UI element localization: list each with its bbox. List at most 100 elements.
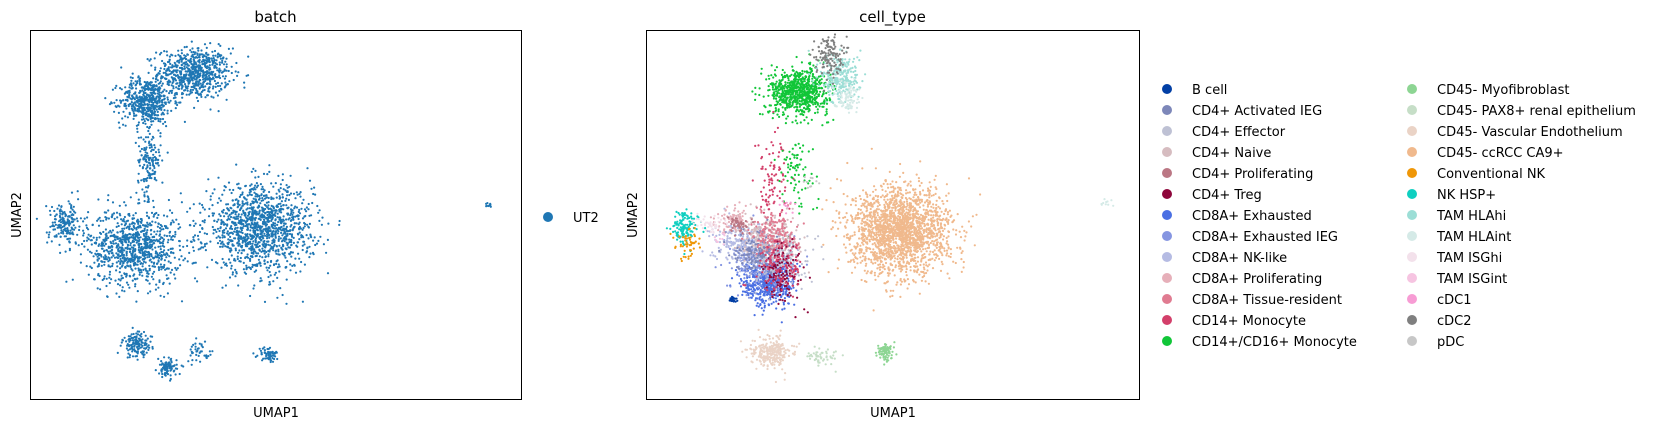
scatter-point: [215, 230, 218, 233]
scatter-point: [193, 224, 196, 227]
scatter-point: [124, 124, 127, 127]
scatter-point: [145, 275, 148, 278]
scatter-point: [130, 105, 133, 108]
scatter-point: [209, 353, 212, 356]
scatter-point: [225, 98, 228, 101]
scatter-point: [276, 216, 279, 219]
scatter-point: [221, 245, 224, 248]
scatter-point: [161, 112, 164, 115]
scatter-point: [112, 254, 115, 257]
scatter-point: [142, 90, 145, 94]
scatter-point: [69, 232, 72, 235]
scatter-point: [768, 77, 771, 80]
scatter-point: [209, 198, 212, 201]
scatter-point: [221, 61, 224, 64]
scatter-point: [183, 83, 187, 86]
scatter-point: [825, 92, 828, 95]
scatter-point: [267, 255, 270, 258]
scatter-point: [153, 265, 157, 268]
scatter-point: [175, 359, 178, 362]
scatter-point: [222, 223, 226, 226]
scatter-point: [219, 245, 222, 248]
scatter-point: [160, 84, 163, 87]
scatter-point: [216, 94, 219, 97]
scatter-point: [139, 236, 142, 239]
scatter-point: [148, 222, 152, 225]
scatter-point: [124, 204, 127, 207]
scatter-point: [140, 179, 143, 182]
scatter-point: [237, 213, 240, 216]
scatter-point: [138, 91, 141, 94]
scatter-point: [181, 68, 184, 71]
scatter-point: [136, 220, 139, 223]
scatter-point: [214, 62, 217, 65]
scatter-point: [82, 220, 85, 223]
scatter-point: [218, 239, 222, 242]
scatter-point: [125, 252, 128, 255]
scatter-point: [781, 75, 785, 78]
scatter-point: [174, 373, 177, 376]
scatter-point: [150, 64, 153, 67]
scatter-point: [147, 107, 150, 110]
scatter-point: [171, 64, 174, 67]
scatter-point: [229, 235, 232, 238]
scatter-point: [157, 151, 161, 154]
scatter-point: [151, 158, 154, 161]
scatter-point: [128, 86, 131, 89]
scatter-point: [264, 212, 267, 215]
scatter-point: [140, 118, 144, 121]
scatter-point: [294, 257, 297, 260]
scatter-point: [778, 81, 781, 84]
scatter-point: [240, 252, 243, 255]
scatter-point: [250, 206, 253, 209]
scatter-point: [754, 86, 757, 89]
scatter-point: [258, 255, 261, 258]
scatter-point: [190, 51, 193, 54]
scatter-point: [166, 277, 169, 280]
scatter-point: [122, 238, 126, 241]
scatter-point: [277, 220, 280, 224]
scatter-point: [126, 99, 129, 102]
scatter-point: [144, 103, 147, 106]
scatter-point: [219, 57, 222, 60]
scatter-point: [281, 173, 284, 176]
scatter-point: [243, 81, 246, 84]
scatter-point: [146, 272, 149, 275]
scatter-point: [289, 208, 293, 211]
scatter-point: [306, 167, 309, 170]
scatter-point: [64, 235, 68, 238]
scatter-point: [129, 265, 132, 268]
scatter-point: [54, 218, 57, 221]
scatter-point: [74, 211, 77, 214]
scatter-point: [118, 105, 121, 108]
scatter-point: [140, 262, 143, 265]
scatter-point: [194, 342, 197, 345]
scatter-point: [267, 204, 270, 207]
scatter-point: [161, 59, 164, 63]
scatter-point: [250, 208, 253, 211]
scatter-point: [119, 99, 122, 102]
scatter-point: [149, 116, 152, 119]
scatter-point: [62, 232, 65, 235]
scatter-point: [126, 261, 129, 264]
scatter-point: [190, 55, 193, 58]
scatter-point: [228, 218, 231, 221]
scatter-point: [157, 82, 160, 85]
scatter-point: [162, 94, 165, 97]
scatter-point: [160, 258, 163, 261]
scatter-point: [241, 200, 244, 203]
scatter-point: [147, 251, 150, 254]
scatter-point: [250, 219, 253, 222]
scatter-point: [114, 86, 117, 90]
scatter-point: [268, 164, 271, 167]
scatter-point: [149, 84, 152, 87]
scatter-point: [231, 271, 234, 274]
scatter-point: [151, 248, 154, 251]
scatter-point: [167, 79, 170, 82]
scatter-point: [228, 80, 231, 83]
scatter-point: [170, 109, 173, 112]
scatter-point: [189, 348, 192, 351]
scatter-point: [96, 287, 99, 290]
scatter-point: [146, 169, 149, 173]
scatter-point: [180, 201, 183, 204]
